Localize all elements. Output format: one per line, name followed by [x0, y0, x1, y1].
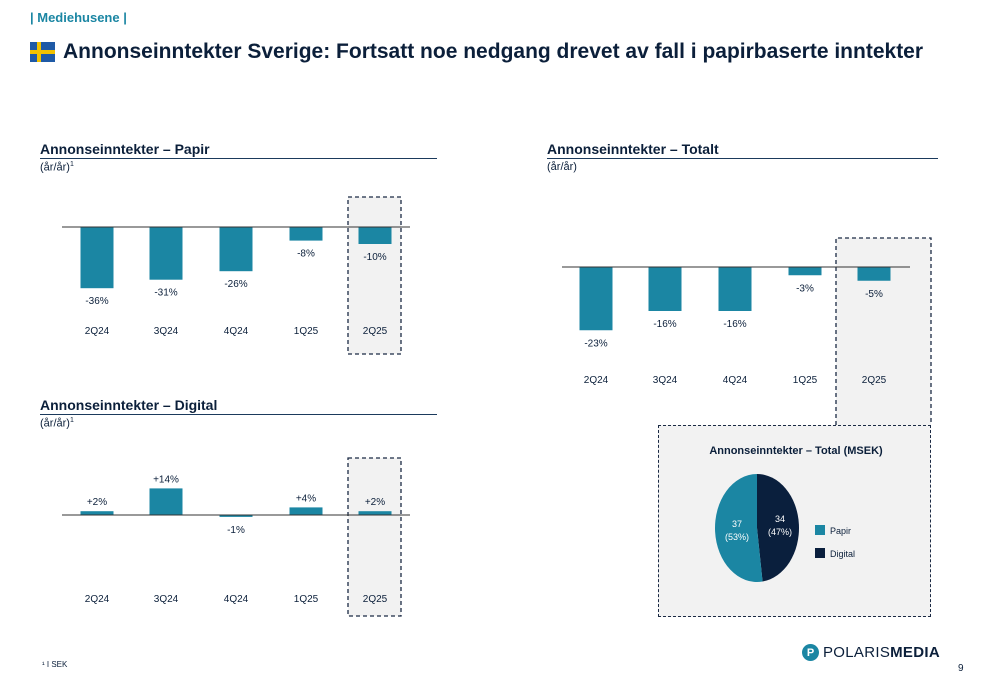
title-row: Annonseinntekter Sverige: Fortsatt noe n… — [30, 40, 923, 64]
logo-text-polaris: POLARIS — [823, 644, 891, 661]
logo-text-media: MEDIA — [890, 644, 940, 661]
totalt-bar — [648, 267, 682, 311]
digital-category-label: 2Q24 — [85, 594, 110, 605]
papir-bar — [219, 227, 253, 272]
papir-highlight-box — [347, 196, 402, 355]
totalt-bar — [788, 267, 822, 276]
totalt-data-label: -3% — [796, 283, 814, 294]
papir-bar — [289, 227, 323, 241]
papir-category-label: 2Q25 — [363, 326, 388, 337]
totalt-category-label: 1Q25 — [793, 375, 818, 386]
digital-bar — [219, 515, 253, 517]
totalt-category-label: 3Q24 — [653, 375, 678, 386]
papir-data-label: -8% — [297, 249, 315, 260]
totalt-category-label: 2Q25 — [862, 375, 887, 386]
digital-data-label: +2% — [87, 497, 107, 508]
page-title: Annonseinntekter Sverige: Fortsatt noe n… — [63, 40, 924, 63]
pie-value-label: 37 — [732, 519, 742, 529]
pie-slice-papir — [715, 474, 763, 582]
papir-category-label: 4Q24 — [224, 326, 249, 337]
papir-bar — [149, 227, 183, 280]
papir-category-label: 1Q25 — [294, 326, 319, 337]
totalt-bar — [857, 267, 891, 281]
totalt-data-label: -16% — [723, 319, 746, 330]
totalt-chart-subtitle: (år/år) — [547, 161, 577, 173]
digital-category-label: 3Q24 — [154, 594, 179, 605]
papir-chart-title: Annonseinntekter – Papir — [40, 141, 437, 159]
polaris-logo-icon: P — [802, 644, 819, 661]
pie-value-label: 34 — [775, 514, 785, 524]
papir-category-label: 2Q24 — [85, 326, 110, 337]
digital-category-label: 1Q25 — [294, 594, 319, 605]
pie-pct-label: (53%) — [725, 532, 749, 542]
papir-category-label: 3Q24 — [154, 326, 179, 337]
digital-data-label: +2% — [365, 497, 385, 508]
legend-label-digital: Digital — [830, 549, 855, 559]
totalt-bar — [579, 267, 613, 331]
legend-swatch-digital — [815, 548, 825, 558]
page-number: 9 — [958, 663, 964, 674]
papir-bar — [358, 227, 392, 244]
digital-category-label: 2Q25 — [363, 594, 388, 605]
totalt-data-label: -5% — [865, 289, 883, 300]
pie-slice-digital — [757, 474, 800, 582]
totalt-data-label: -23% — [584, 338, 607, 349]
digital-bar — [149, 488, 183, 515]
papir-data-label: -36% — [85, 296, 108, 307]
pie-pct-label: (47%) — [768, 527, 792, 537]
digital-data-label: -1% — [227, 525, 245, 536]
digital-category-label: 4Q24 — [224, 594, 249, 605]
papir-data-label: -10% — [363, 252, 386, 263]
digital-data-label: +4% — [296, 493, 316, 504]
swedish-flag-icon — [30, 42, 55, 62]
totalt-highlight-fill — [836, 238, 931, 425]
totalt-category-label: 2Q24 — [584, 375, 609, 386]
digital-chart-title: Annonseinntekter – Digital — [40, 397, 437, 415]
papir-chart-subtitle: (år/år)1 — [40, 161, 74, 174]
digital-bar — [358, 511, 392, 515]
legend-swatch-papir — [815, 525, 825, 535]
totalt-category-label: 4Q24 — [723, 375, 748, 386]
totalt-bar — [718, 267, 752, 311]
section-tag: | Mediehusene | — [30, 10, 127, 25]
totalt-highlight-frame — [835, 237, 932, 425]
legend-label-papir: Papir — [830, 526, 851, 536]
digital-data-label: +14% — [153, 474, 179, 485]
polaris-media-logo: P POLARIS MEDIA — [802, 644, 940, 661]
digital-bar — [289, 507, 323, 515]
pie-title: Annonseinntekter – Total (MSEK) — [709, 445, 883, 457]
papir-data-label: -31% — [154, 288, 177, 299]
digital-highlight-box — [347, 457, 402, 617]
totalt-data-label: -16% — [653, 319, 676, 330]
footnote: ¹ I SEK — [42, 660, 68, 669]
digital-bar — [80, 511, 114, 515]
totalt-chart-title: Annonseinntekter – Totalt — [547, 141, 938, 159]
digital-chart-subtitle: (år/år)1 — [40, 417, 74, 430]
papir-data-label: -26% — [224, 279, 247, 290]
papir-bar — [80, 227, 114, 289]
